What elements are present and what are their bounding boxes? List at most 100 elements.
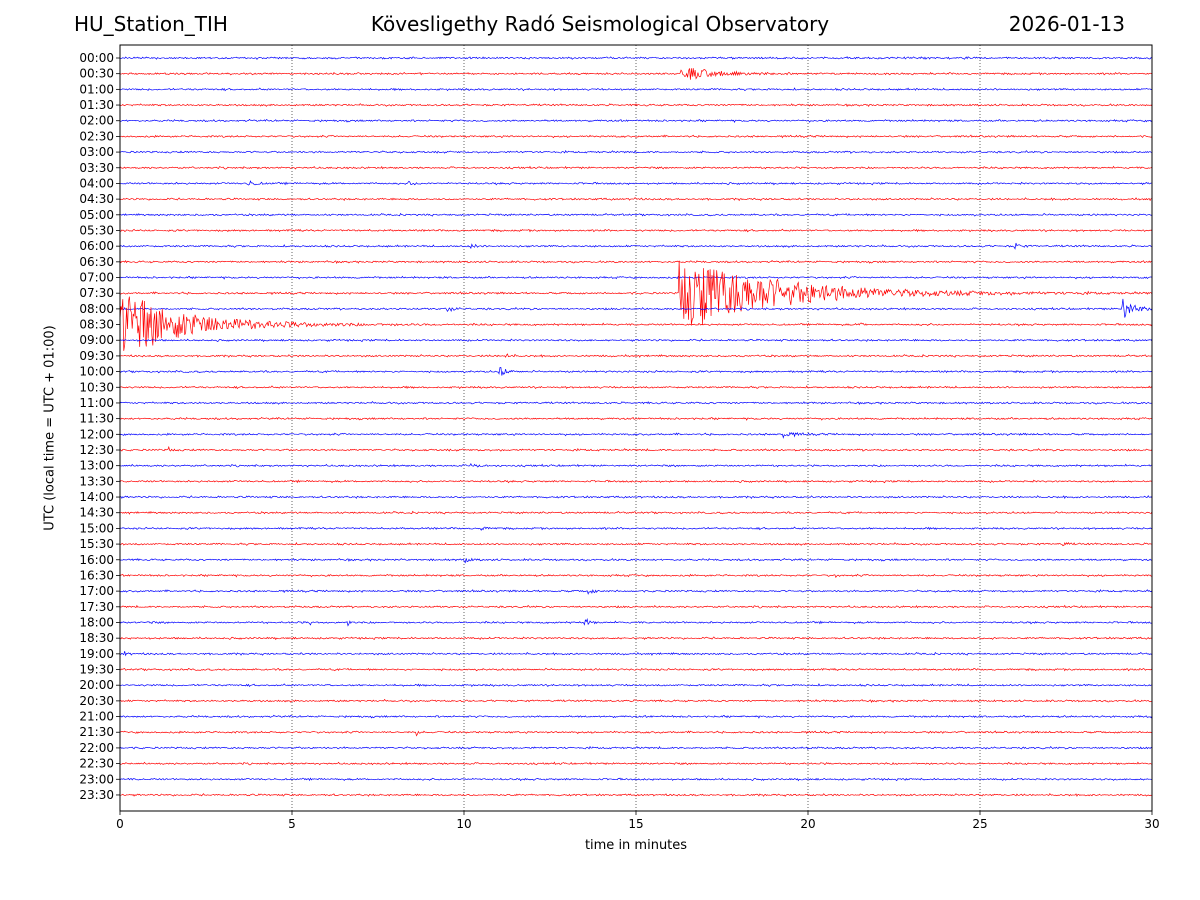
- y-tick-label: 12:30: [79, 443, 114, 457]
- y-tick-label: 04:30: [79, 192, 114, 206]
- trace-2000: [120, 683, 1152, 688]
- trace-1830: [120, 636, 1152, 641]
- trace-2330: [120, 793, 1152, 797]
- trace-0930: [120, 353, 1152, 358]
- y-tick-label: 11:00: [79, 396, 114, 410]
- y-tick-label: 21:30: [79, 725, 114, 739]
- y-tick-label: 19:30: [79, 663, 114, 677]
- trace-1800: [120, 618, 1152, 627]
- y-tick-label: 11:30: [79, 412, 114, 426]
- x-tick-label: 10: [456, 817, 471, 831]
- trace-0300: [120, 150, 1152, 154]
- y-tick-label: 02:30: [79, 129, 114, 143]
- y-tick-label: 06:00: [79, 239, 114, 253]
- trace-0700: [120, 275, 1152, 280]
- y-tick-label: 00:00: [79, 51, 114, 65]
- y-tick-label: 22:00: [79, 741, 114, 755]
- trace-2030: [120, 698, 1152, 703]
- trace-1900: [120, 651, 1152, 657]
- trace-1930: [120, 667, 1152, 672]
- trace-0400: [120, 180, 1152, 186]
- trace-2300: [120, 777, 1152, 782]
- trace-1030: [120, 385, 1152, 390]
- trace-1330: [120, 479, 1152, 484]
- y-tick-label: 15:00: [79, 521, 114, 535]
- trace-1600: [120, 557, 1152, 564]
- y-tick-label: 20:30: [79, 694, 114, 708]
- observatory-title: Kövesligethy Radó Seismological Observat…: [370, 12, 830, 36]
- trace-1730: [120, 604, 1152, 609]
- trace-0000: [120, 56, 1152, 60]
- y-tick-label: 00:30: [79, 67, 114, 81]
- y-tick-label: 23:30: [79, 788, 114, 802]
- y-tick-label: 03:00: [79, 145, 114, 159]
- x-tick-label: 20: [800, 817, 815, 831]
- trace-1230: [120, 445, 1152, 452]
- y-tick-label: 13:00: [79, 459, 114, 473]
- y-tick-label: 09:00: [79, 333, 114, 347]
- y-tick-label: 18:00: [79, 615, 114, 629]
- trace-0230: [120, 134, 1152, 139]
- trace-0630: [120, 260, 1152, 264]
- x-tick-label: 5: [288, 817, 296, 831]
- y-tick-label: 05:30: [79, 223, 114, 237]
- trace-1000: [120, 367, 1152, 376]
- trace-0530: [120, 228, 1152, 233]
- y-tick-label: 09:30: [79, 349, 114, 363]
- station-name: HU_Station_TIH: [74, 12, 228, 36]
- x-tick-label: 25: [972, 817, 987, 831]
- trace-1530: [120, 542, 1152, 547]
- trace-2100: [120, 714, 1152, 719]
- traces: [120, 56, 1152, 797]
- y-tick-label: 16:00: [79, 553, 114, 567]
- trace-0900: [120, 338, 1152, 343]
- y-tick-label: 10:30: [79, 380, 114, 394]
- y-tick-label: 20:00: [79, 678, 114, 692]
- trace-2200: [120, 745, 1152, 750]
- y-tick-label: 15:30: [79, 537, 114, 551]
- y-tick-label: 12:00: [79, 427, 114, 441]
- y-tick-label: 16:30: [79, 568, 114, 582]
- trace-1700: [120, 589, 1152, 595]
- y-tick-label: 03:30: [79, 161, 114, 175]
- x-tick-label: 30: [1144, 817, 1159, 831]
- y-tick-label: 19:00: [79, 647, 114, 661]
- trace-1130: [120, 416, 1152, 421]
- trace-0100: [120, 87, 1152, 92]
- trace-1200: [120, 431, 1152, 439]
- trace-1400: [120, 495, 1152, 499]
- y-tick-label: 05:00: [79, 208, 114, 222]
- y-tick-label: 10:00: [79, 365, 114, 379]
- x-tick-label: 0: [116, 817, 124, 831]
- trace-2230: [120, 761, 1152, 766]
- y-axis-label: UTC (local time = UTC + 01:00): [42, 325, 58, 531]
- y-tick-label: 13:30: [79, 474, 114, 488]
- trace-1300: [120, 463, 1152, 468]
- y-tick-label: 14:30: [79, 506, 114, 520]
- y-tick-label: 04:00: [79, 176, 114, 190]
- trace-0600: [120, 242, 1152, 250]
- y-tick-label: 07:00: [79, 271, 114, 285]
- y-tick-label: 17:00: [79, 584, 114, 598]
- y-tick-label: 23:00: [79, 772, 114, 786]
- trace-1630: [120, 573, 1152, 579]
- y-tick-label: 22:30: [79, 757, 114, 771]
- x-axis-label: time in minutes: [584, 838, 688, 853]
- trace-1430: [120, 510, 1152, 515]
- trace-0800: [120, 298, 1152, 318]
- trace-0500: [120, 212, 1152, 217]
- y-tick-label: 08:00: [79, 302, 114, 316]
- trace-0830: [120, 296, 1152, 351]
- y-tick-label: 14:00: [79, 490, 114, 504]
- y-tick-label: 07:30: [79, 286, 114, 300]
- y-tick-label: 08:30: [79, 318, 114, 332]
- trace-1100: [120, 401, 1152, 406]
- y-tick-label: 06:30: [79, 255, 114, 269]
- trace-0200: [120, 118, 1152, 123]
- trace-0330: [120, 165, 1152, 170]
- y-tick-label: 21:00: [79, 710, 114, 724]
- trace-2130: [120, 730, 1152, 737]
- y-tick-label: 02:00: [79, 114, 114, 128]
- trace-0430: [120, 197, 1152, 202]
